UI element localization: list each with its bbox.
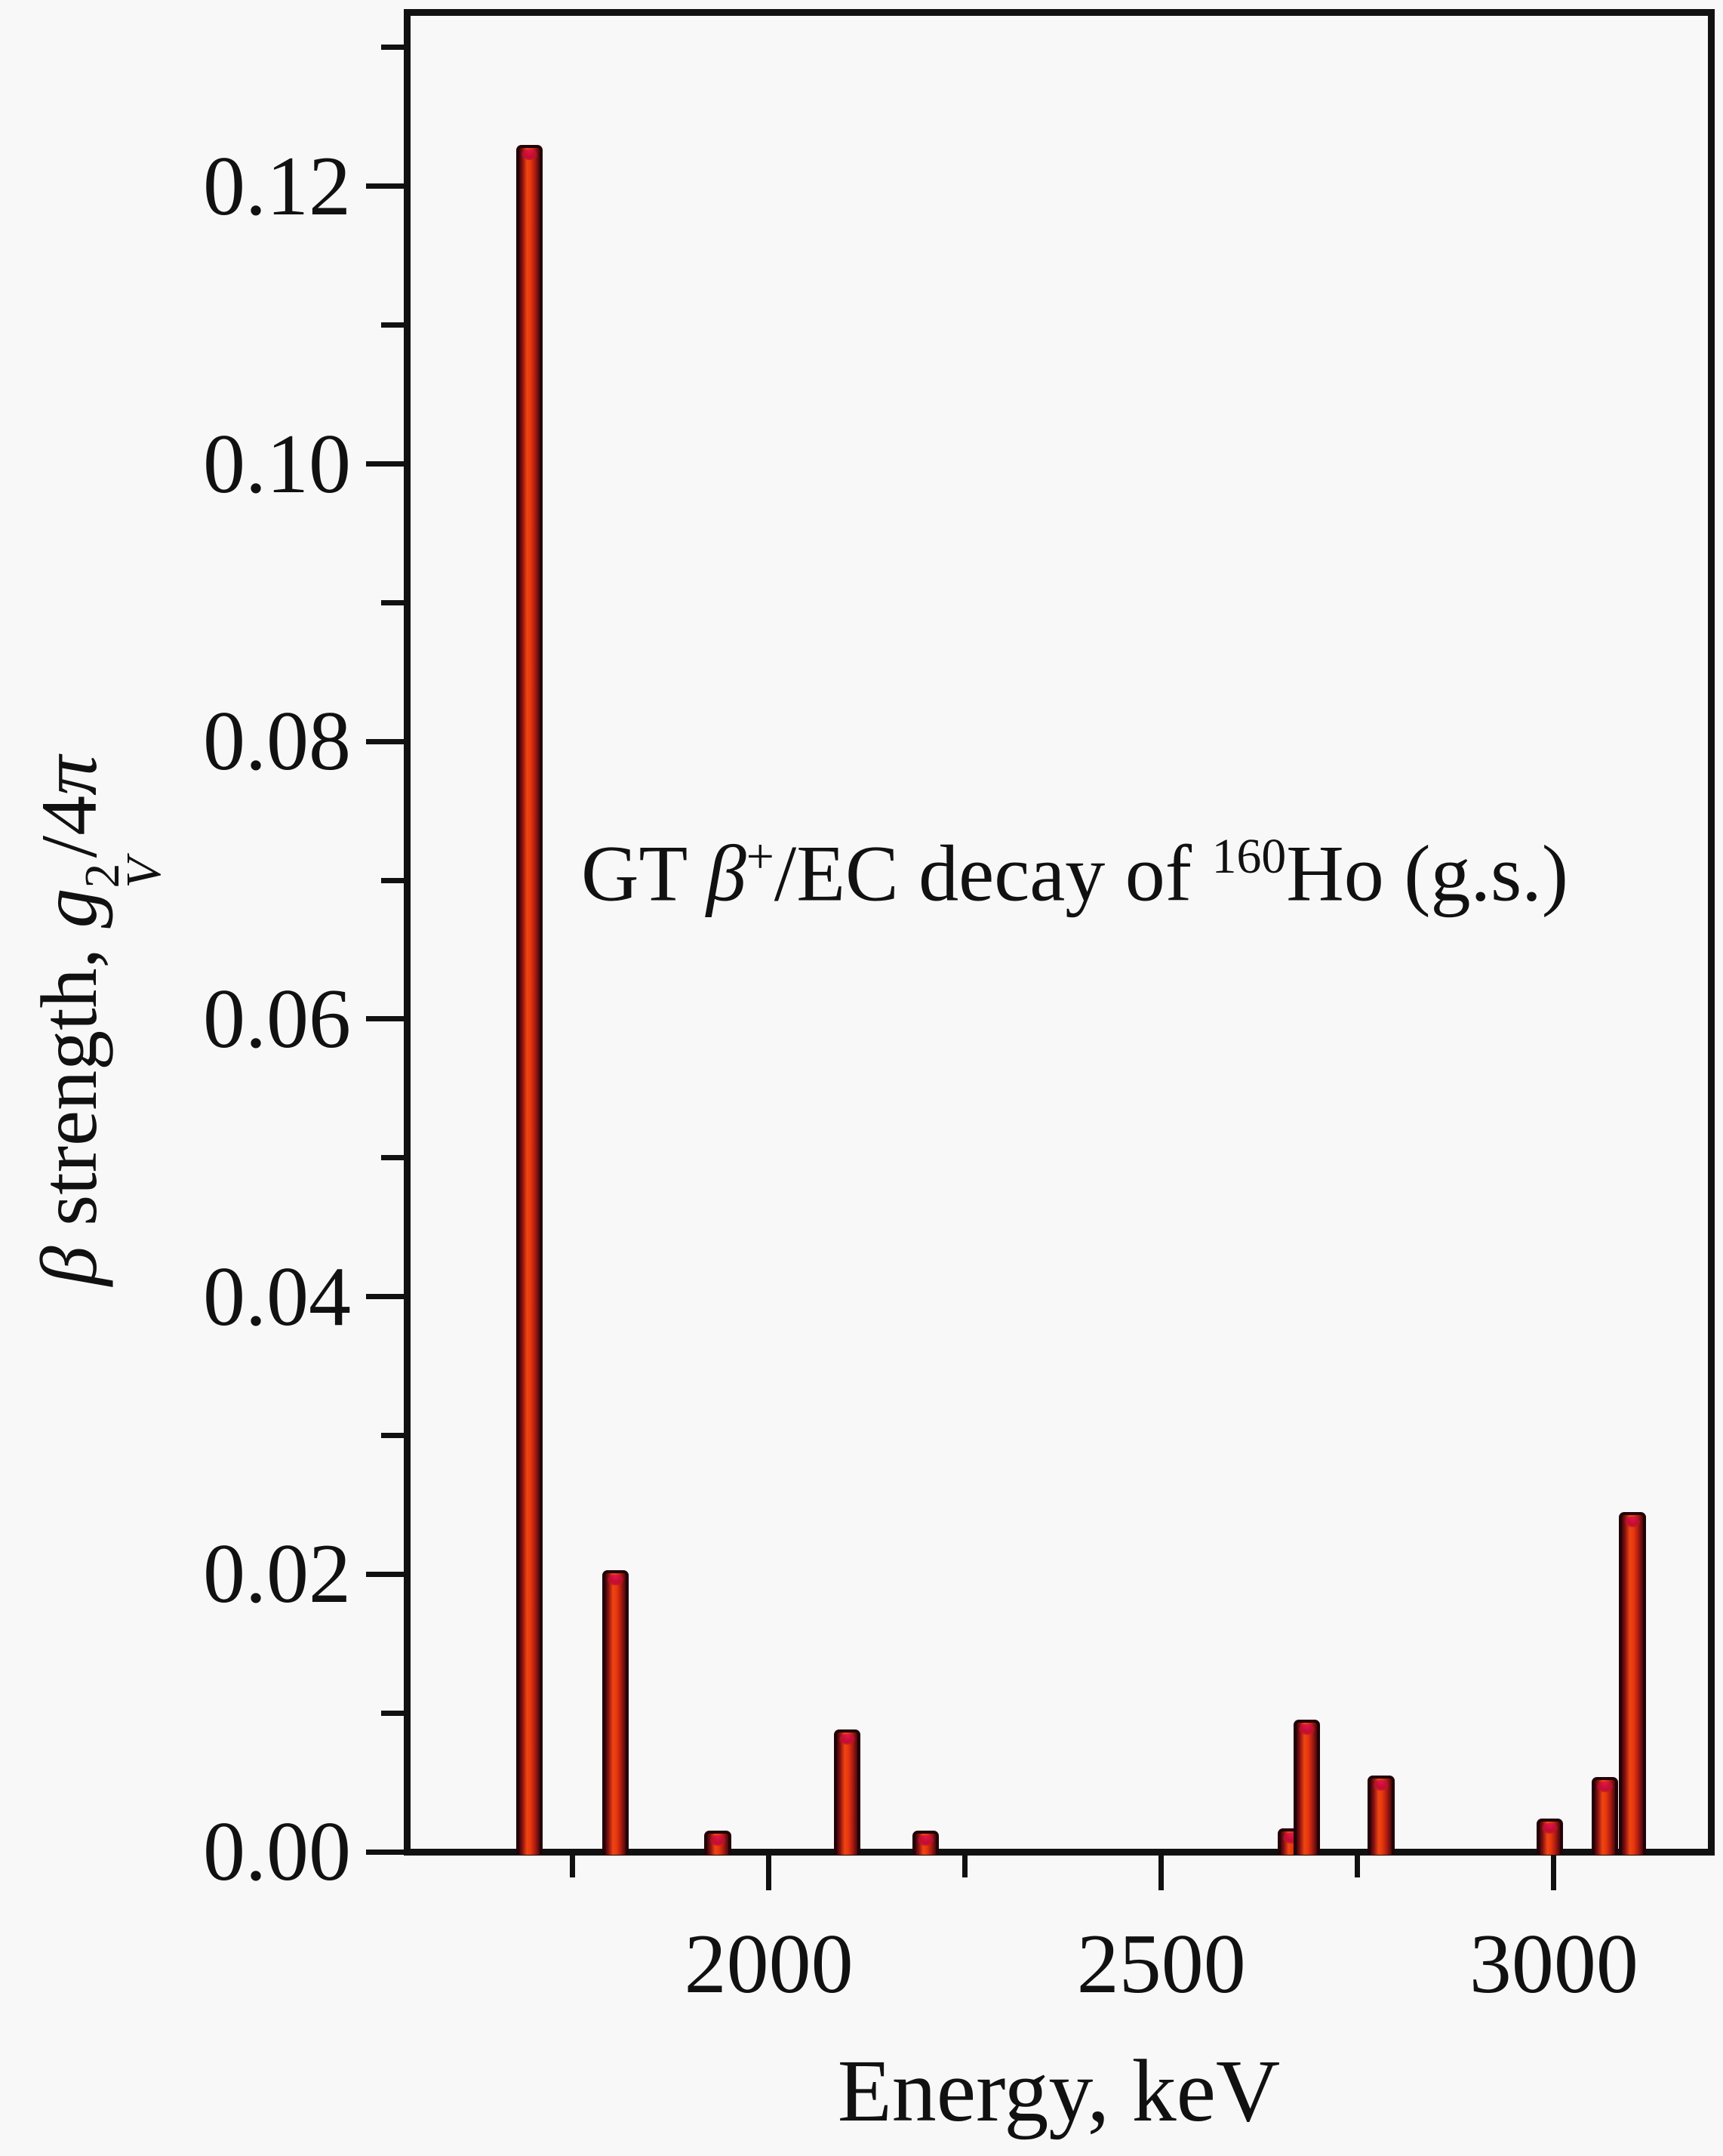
y-axis-title: β strength, g 2 V/4π xyxy=(25,755,172,1286)
y-major-tick xyxy=(366,738,407,744)
strength-bar xyxy=(1591,1776,1619,1855)
y-minor-tick xyxy=(381,599,407,605)
bar-top-highlight xyxy=(839,1734,855,1745)
strength-bar xyxy=(1293,1720,1320,1855)
y-minor-tick xyxy=(381,1155,407,1161)
x-minor-tick xyxy=(1355,1853,1361,1877)
bar-top-highlight xyxy=(1298,1724,1315,1736)
pi-symbol: π xyxy=(25,755,113,796)
bar-top-highlight xyxy=(1597,1781,1613,1792)
beta-symbol: β xyxy=(706,829,746,918)
y-major-tick xyxy=(366,1849,407,1855)
y-minor-tick xyxy=(381,877,407,883)
x-tick-label: 2500 xyxy=(1076,1917,1246,2011)
y-tick-label: 0.08 xyxy=(203,695,351,789)
bar-top-highlight xyxy=(1373,1779,1389,1791)
x-tick-label: 2000 xyxy=(684,1917,854,2011)
strength-bar xyxy=(1619,1511,1646,1855)
x-major-tick xyxy=(1158,1853,1165,1890)
y-tick-label: 0.10 xyxy=(203,417,351,511)
bar-top-highlight xyxy=(521,149,537,160)
bar-top-highlight xyxy=(709,1835,726,1846)
y-tick-label: 0.12 xyxy=(203,139,351,233)
x-minor-tick xyxy=(962,1853,968,1877)
bar-top-highlight xyxy=(1624,1516,1641,1527)
chart-title: GT β+/EC decay of 160Ho (g.s.) xyxy=(581,829,1569,918)
y-tick-label: 0.02 xyxy=(203,1527,351,1622)
y-tick-label: 0.04 xyxy=(203,1249,351,1344)
bar-top-highlight xyxy=(608,1574,624,1585)
y-major-tick xyxy=(366,1571,407,1577)
y-minor-tick xyxy=(381,1710,407,1716)
strength-bar xyxy=(1537,1818,1564,1855)
y-major-tick xyxy=(366,1016,407,1022)
y-minor-tick xyxy=(381,45,407,51)
x-axis-title: Energy, keV xyxy=(837,2041,1281,2140)
strength-bar xyxy=(833,1729,861,1855)
y-tick-label: 0.00 xyxy=(203,1805,351,1899)
y-tick-label: 0.06 xyxy=(203,972,351,1066)
y-major-tick xyxy=(366,183,407,189)
beta-symbol: β xyxy=(25,1246,113,1286)
bar-top-highlight xyxy=(918,1835,934,1846)
strength-bar xyxy=(1368,1775,1395,1855)
strength-bar xyxy=(515,144,543,1855)
y-major-tick xyxy=(366,1294,407,1300)
strength-bar xyxy=(912,1831,940,1855)
y-major-tick xyxy=(366,461,407,467)
strength-bar xyxy=(602,1569,629,1855)
bar-top-highlight xyxy=(1542,1822,1558,1834)
x-major-tick xyxy=(1551,1853,1557,1890)
plot-frame xyxy=(404,9,1715,1856)
y-minor-tick xyxy=(381,1432,407,1438)
x-minor-tick xyxy=(569,1853,575,1877)
strength-bar xyxy=(704,1831,731,1855)
x-major-tick xyxy=(766,1853,772,1890)
x-tick-label: 3000 xyxy=(1469,1917,1638,2011)
y-minor-tick xyxy=(381,322,407,328)
